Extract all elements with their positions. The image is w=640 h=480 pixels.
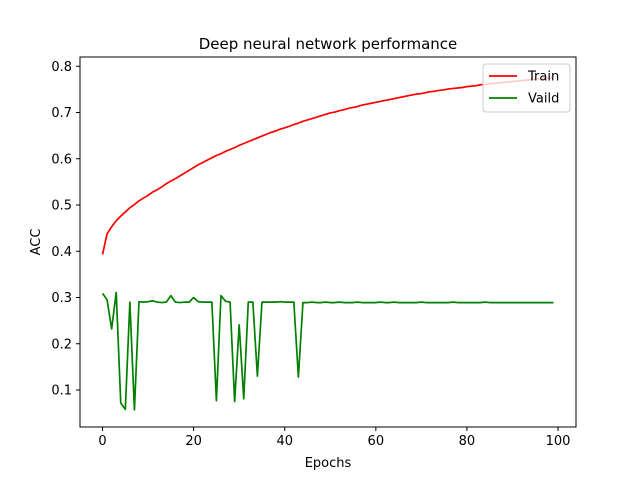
- y-axis: 0.1 0.2 0.3 0.4 0.5 0.6 0.7 0.8: [51, 60, 80, 399]
- y-tick-label: 0.6: [51, 152, 72, 167]
- x-axis: 0 20 40 60 80 100: [98, 427, 570, 449]
- plot-area: [79, 56, 577, 428]
- y-axis-label: ACC: [29, 229, 44, 256]
- y-tick-label: 0.7: [51, 106, 72, 121]
- legend: Train Vaild: [482, 63, 571, 113]
- y-tick-label: 0.1: [51, 384, 72, 399]
- x-tick-label: 100: [546, 434, 571, 449]
- y-tick-label: 0.2: [51, 337, 72, 352]
- x-tick-label: 80: [459, 434, 476, 449]
- plot-frame: [79, 56, 577, 428]
- x-tick-label: 20: [185, 434, 202, 449]
- y-tick-label: 0.5: [51, 199, 72, 214]
- legend-label-train: Train: [527, 70, 559, 85]
- y-tick-label: 0.4: [51, 245, 72, 260]
- series-layer: [101, 76, 554, 411]
- series-line-train: [101, 76, 554, 255]
- y-tick-label: 0.8: [51, 60, 72, 75]
- x-tick-label: 60: [368, 434, 385, 449]
- x-tick-label: 40: [276, 434, 293, 449]
- y-tick-label: 0.3: [51, 291, 72, 306]
- legend-label-vaild: Vaild: [528, 92, 559, 107]
- x-tick-label: 0: [98, 434, 106, 449]
- x-axis-label: Epochs: [305, 456, 352, 471]
- chart-title: Deep neural network performance: [199, 35, 458, 53]
- series-line-vaild: [101, 291, 554, 411]
